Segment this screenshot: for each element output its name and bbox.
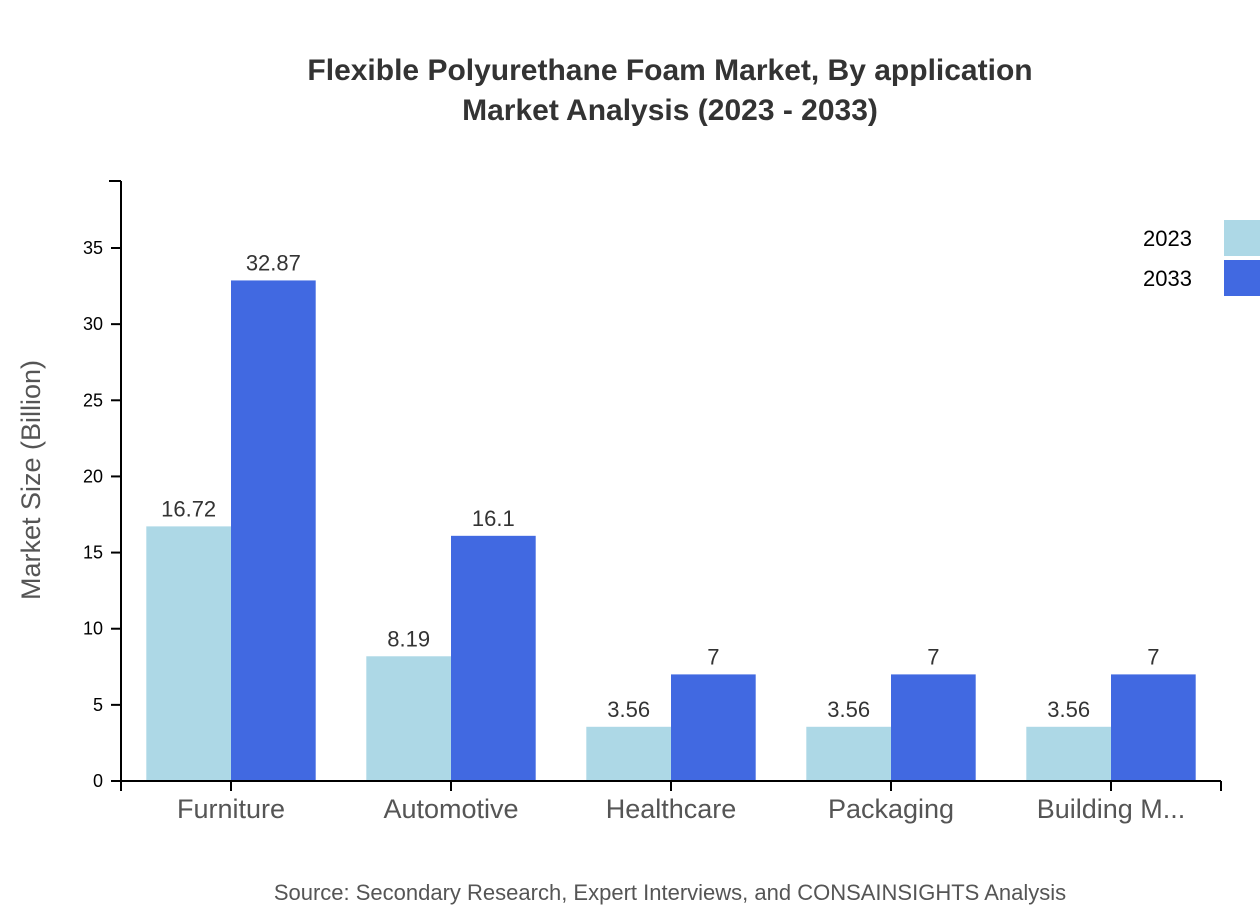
x-tick-label-4: Building M... [1037,794,1186,824]
data-label-2023-3: 3.56 [827,697,870,722]
bar-2033-0[interactable] [231,280,316,781]
y-tick-label-20: 20 [83,466,103,486]
data-label-2033-2: 7 [707,644,719,669]
legend: 2023 2033 [1143,220,1260,296]
bar-2023-3[interactable] [806,726,891,781]
data-label-2023-4: 3.56 [1047,697,1090,722]
data-label-2033-0: 32.87 [246,250,301,275]
y-tick-label-35: 35 [83,238,103,258]
bar-2033-2[interactable] [671,674,756,781]
data-label-2023-2: 3.56 [607,697,650,722]
x-tick-label-1: Automotive [383,794,518,824]
chart-title-line-1: Flexible Polyurethane Foam Market, By ap… [307,54,1032,87]
data-label-2033-3: 7 [927,644,939,669]
bar-2023-2[interactable] [586,726,671,781]
data-label-2023-0: 16.72 [161,496,216,521]
data-label-2033-4: 7 [1147,644,1159,669]
bar-2033-3[interactable] [891,674,976,781]
y-tick-label-15: 15 [83,543,103,563]
legend-label-2023: 2023 [1143,226,1192,251]
legend-swatch-2033[interactable] [1224,260,1260,296]
x-tick-label-0: Furniture [177,794,285,824]
data-label-2023-1: 8.19 [387,626,430,651]
bar-2023-4[interactable] [1026,726,1111,781]
y-tick-label-10: 10 [83,619,103,639]
x-tick-label-2: Healthcare [606,794,737,824]
y-axis-label: Market Size (Billion) [16,360,46,600]
x-tick-label-3: Packaging [828,794,954,824]
bar-2033-4[interactable] [1111,674,1196,781]
plot-area: 16.72 32.87 8.19 16.1 3.56 7 3.56 7 3.56 7 0 5 10 15 2… [83,180,1222,824]
chart-title-line-2: Market Analysis (2023 - 2033) [462,94,878,127]
bar-2023-0[interactable] [146,526,231,781]
y-tick-label-25: 25 [83,390,103,410]
legend-swatch-2023[interactable] [1224,220,1260,256]
legend-label-2033: 2033 [1143,266,1192,291]
bar-2023-1[interactable] [366,656,451,781]
y-tick-label-30: 30 [83,314,103,334]
bar-2033-1[interactable] [451,535,536,781]
y-tick-label-5: 5 [93,695,103,715]
source-note: Source: Secondary Research, Expert Inter… [274,880,1066,905]
data-label-2033-1: 16.1 [472,506,515,531]
y-tick-label-0: 0 [93,771,103,791]
